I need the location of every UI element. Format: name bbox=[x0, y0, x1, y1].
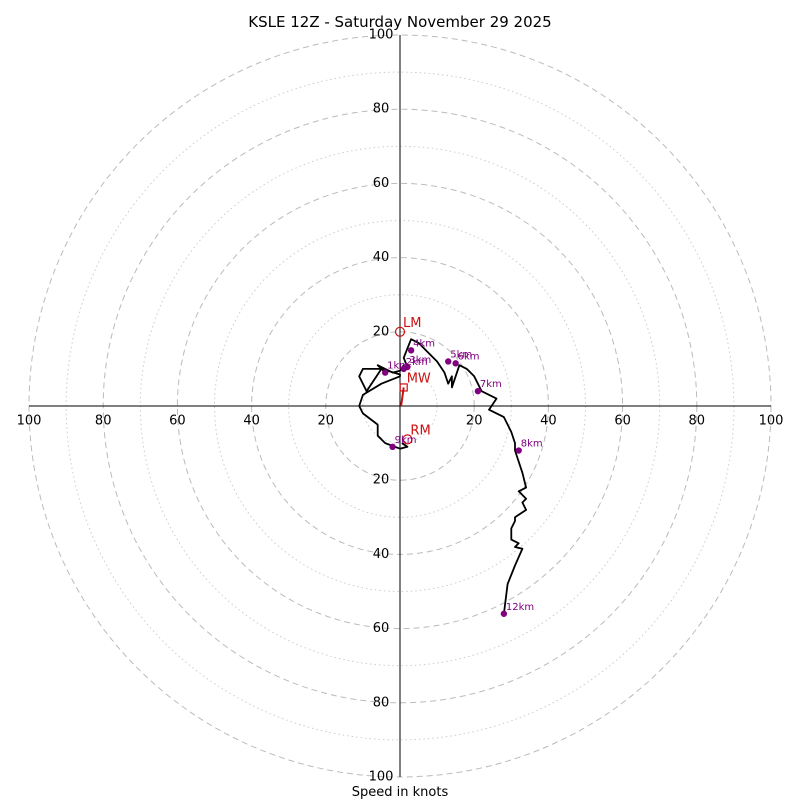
storm-motion-marker-mw bbox=[399, 383, 408, 392]
storm-motion-label-rm: RM bbox=[410, 423, 430, 438]
storm-motion-marker-rm bbox=[402, 434, 413, 445]
altitude-label: 8km bbox=[521, 439, 543, 450]
y-tick-label: 100 bbox=[369, 770, 394, 785]
altitude-marker bbox=[515, 447, 522, 454]
x-tick-label: 100 bbox=[17, 414, 42, 429]
x-tick-label: 40 bbox=[243, 414, 260, 429]
altitude-label: 9km bbox=[395, 435, 417, 446]
shear-vector-line bbox=[400, 387, 405, 407]
y-tick-label: 80 bbox=[373, 102, 390, 117]
y-tick-label: 40 bbox=[373, 250, 390, 265]
y-tick-label: 20 bbox=[373, 473, 390, 488]
hodograph-line bbox=[358, 338, 527, 614]
altitude-marker bbox=[381, 369, 389, 376]
x-tick-label: 40 bbox=[540, 414, 557, 429]
altitude-marker bbox=[404, 363, 411, 371]
x-tick-label: 20 bbox=[466, 414, 483, 429]
altitude-marker bbox=[474, 387, 482, 395]
altitude-label: 7km bbox=[480, 379, 502, 390]
x-tick-label: 60 bbox=[614, 414, 631, 429]
x-tick-label: 60 bbox=[169, 414, 186, 429]
altitude-marker bbox=[445, 358, 452, 365]
y-tick-label: 100 bbox=[369, 28, 394, 43]
altitude-marker bbox=[389, 443, 396, 451]
y-tick-label: 80 bbox=[373, 695, 390, 710]
storm-motion-label-mw: MW bbox=[407, 371, 431, 386]
y-tick-label: 20 bbox=[373, 324, 390, 339]
altitude-marker bbox=[452, 360, 459, 367]
storm-motion-marker-lm bbox=[394, 326, 406, 337]
altitude-label: 3km bbox=[409, 355, 431, 366]
altitude-label: 1km bbox=[387, 361, 409, 372]
y-tick-label: 60 bbox=[373, 176, 390, 191]
altitude-label: 12km bbox=[506, 602, 534, 613]
x-tick-label: 80 bbox=[95, 414, 112, 429]
x-tick-label: 80 bbox=[689, 414, 706, 429]
y-tick-label: 40 bbox=[373, 547, 390, 562]
x-tick-label: 100 bbox=[759, 414, 784, 429]
y-tick-label: 60 bbox=[373, 621, 390, 636]
altitude-label: 5km bbox=[450, 349, 472, 360]
x-tick-label: 20 bbox=[318, 414, 335, 429]
altitude-label: 4km bbox=[413, 338, 435, 349]
altitude-label: 6km bbox=[458, 351, 480, 362]
hodograph-trace-layer bbox=[358, 338, 527, 614]
altitude-label: 2km bbox=[406, 357, 428, 368]
altitude-marker bbox=[407, 347, 415, 354]
x-axis-label: Speed in knots bbox=[352, 785, 449, 800]
tick-labels: 20 20 20 20 40 40 40 40 60 60 60 60 80 80 80 80 100 100 10… bbox=[17, 28, 784, 785]
storm-motion-label-lm: LM bbox=[403, 316, 421, 331]
chart-title: KSLE 12Z - Saturday November 29 2025 bbox=[248, 13, 551, 31]
storm-motion-layer: LM MW RM bbox=[394, 316, 431, 445]
altitude-marker bbox=[500, 610, 508, 617]
axes bbox=[29, 35, 771, 777]
